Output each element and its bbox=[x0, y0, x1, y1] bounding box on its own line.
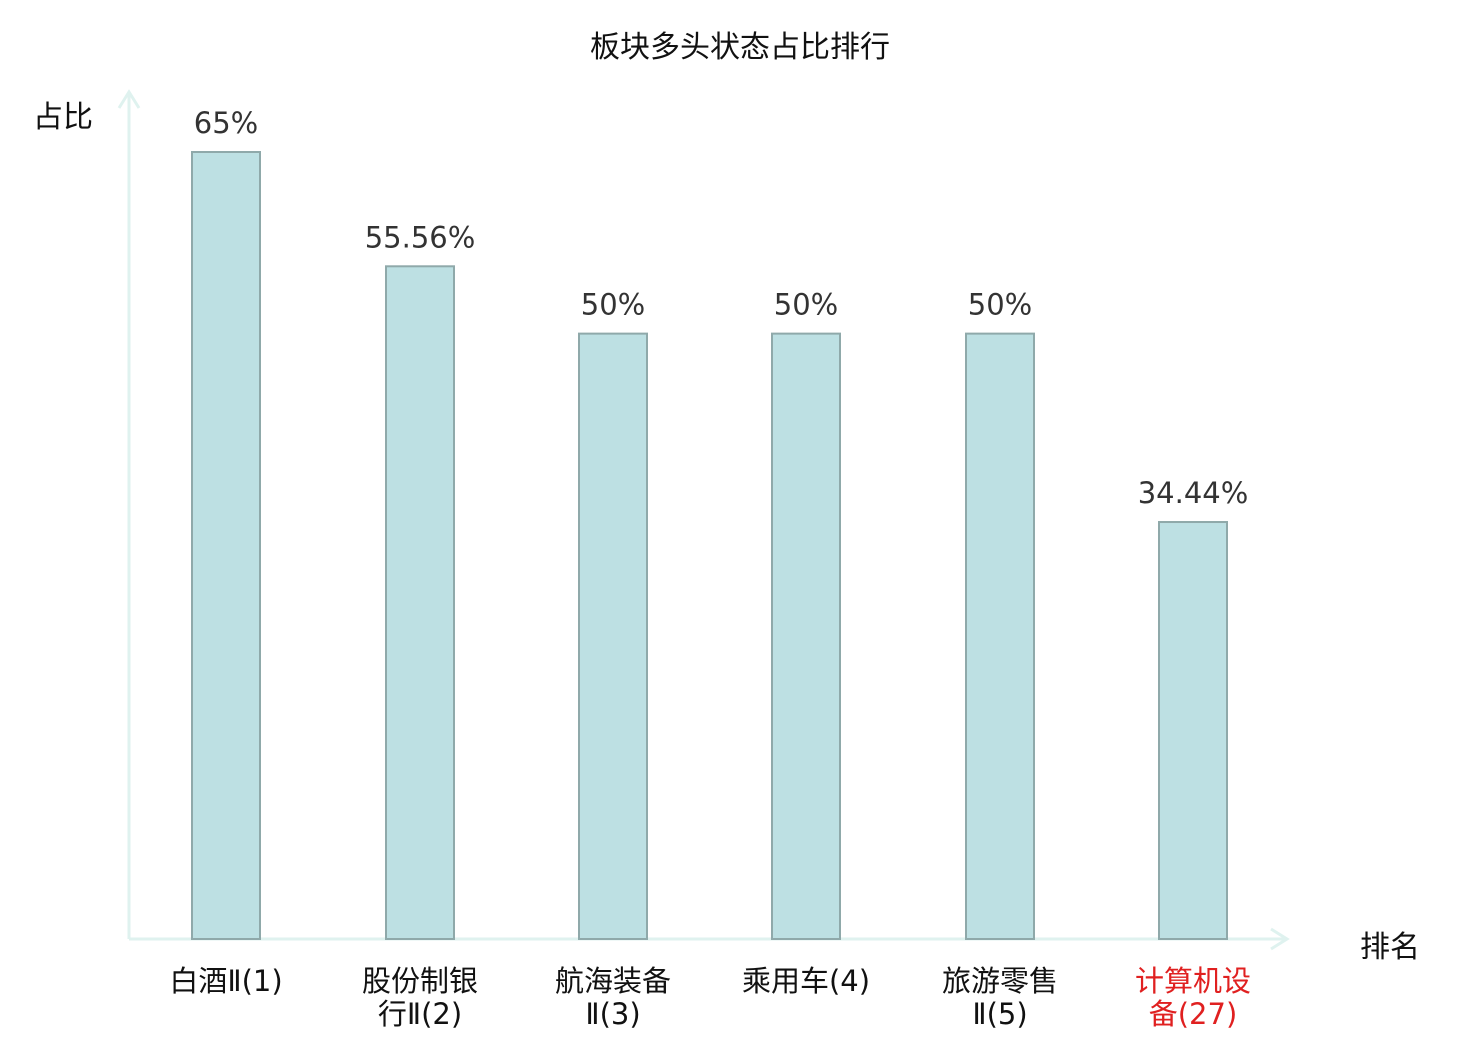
y-axis-arrow bbox=[117, 89, 141, 109]
category-label-line: 白酒Ⅱ(1) bbox=[169, 964, 283, 998]
category-label-line: 备(27) bbox=[1148, 997, 1238, 1031]
chart-title: 板块多头状态占比排行 bbox=[590, 30, 890, 65]
bar bbox=[965, 332, 1035, 941]
category-label: 股份制银 行Ⅱ(2) bbox=[345, 965, 495, 1031]
category-label: 白酒Ⅱ(1) bbox=[151, 965, 301, 998]
category-label-line: Ⅱ(5) bbox=[972, 997, 1028, 1031]
category-label-line: 乘用车(4) bbox=[741, 964, 871, 998]
data-label: 50% bbox=[968, 288, 1032, 322]
category-label-line: 航海装备 bbox=[554, 964, 671, 998]
data-label: 50% bbox=[581, 288, 645, 322]
data-label: 55.56% bbox=[365, 220, 476, 254]
data-label: 50% bbox=[774, 288, 838, 322]
y-axis-label: 占比 bbox=[33, 100, 93, 135]
data-label: 65% bbox=[194, 106, 258, 140]
category-label: 计算机设 备(27) bbox=[1118, 965, 1268, 1031]
category-label-line: 计算机设 bbox=[1134, 964, 1251, 998]
bar bbox=[771, 332, 841, 941]
category-label: 旅游零售 Ⅱ(5) bbox=[925, 965, 1075, 1031]
bar bbox=[578, 332, 648, 941]
category-label: 航海装备 Ⅱ(3) bbox=[538, 965, 688, 1031]
category-label: 乘用车(4) bbox=[731, 965, 881, 998]
category-label-line: 股份制银 bbox=[361, 964, 478, 998]
bar bbox=[385, 265, 455, 940]
data-label: 34.44% bbox=[1138, 476, 1249, 510]
category-label-line: 旅游零售 bbox=[941, 964, 1058, 998]
bar bbox=[1158, 521, 1228, 940]
category-label-line: 行Ⅱ(2) bbox=[377, 997, 463, 1031]
category-label-line: Ⅱ(3) bbox=[585, 997, 641, 1031]
bar bbox=[191, 151, 261, 940]
x-axis-arrow bbox=[1270, 927, 1290, 951]
x-axis-label: 排名 bbox=[1360, 930, 1420, 965]
